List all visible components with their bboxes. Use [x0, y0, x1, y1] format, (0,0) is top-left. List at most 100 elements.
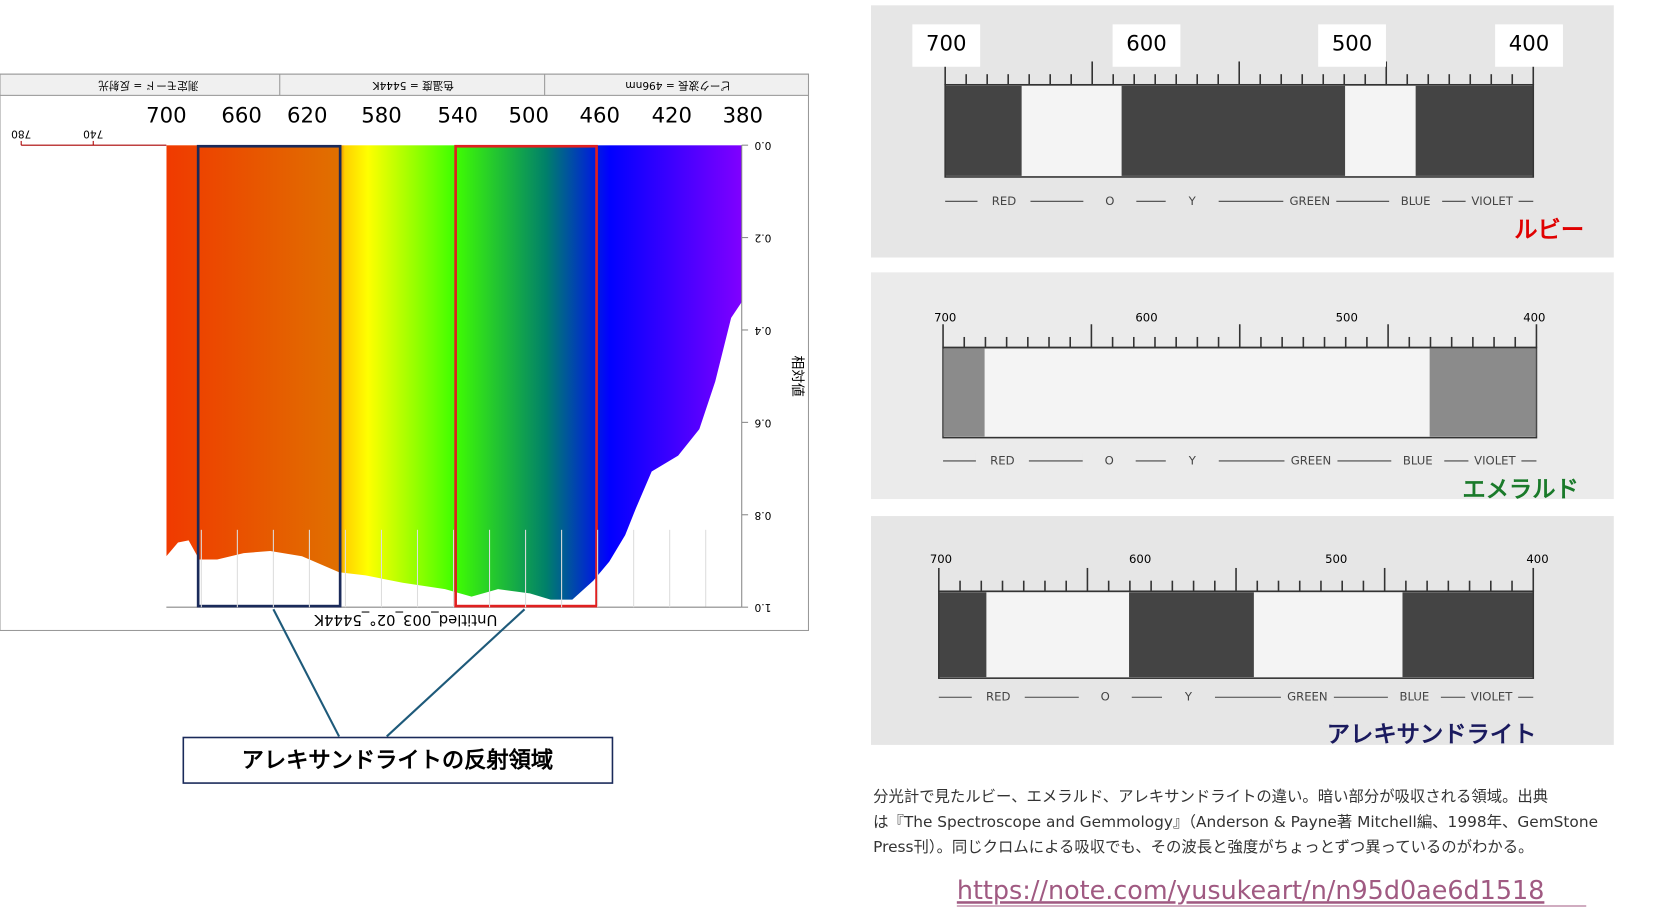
- band-label: BLUE: [1401, 194, 1431, 208]
- band-bg: [1165, 192, 1219, 210]
- connector: [386, 608, 526, 738]
- scale-number: 700: [930, 552, 952, 566]
- axis-tick: 0.8: [755, 509, 772, 521]
- photo: 700 600 500 400 RED O Y GREEN BLUE VIOLET エメラルド: [871, 272, 1614, 503]
- band-bg: [971, 688, 1025, 706]
- scale-number: 600: [1135, 310, 1157, 324]
- absorption: [1429, 348, 1537, 437]
- absorption: [945, 85, 1022, 176]
- band-label: GREEN: [1287, 690, 1328, 704]
- absorption: [943, 348, 985, 437]
- absorption: [1129, 592, 1254, 678]
- number-box: [912, 24, 981, 67]
- scale-number: 600: [1129, 552, 1151, 566]
- band-label: BLUE: [1403, 453, 1433, 467]
- band-label: VIOLET: [1474, 453, 1516, 467]
- axis-tick: 0.4: [754, 324, 771, 336]
- wavelength-label: 660: [221, 103, 261, 128]
- band-label: RED: [992, 194, 1016, 208]
- band-bg: [1283, 192, 1337, 210]
- axis-tick: 0.6: [754, 416, 771, 428]
- band-label: RED: [990, 453, 1014, 467]
- gem-name: エメラルド: [1462, 476, 1578, 503]
- caption: 分光計で見たルビー、エメラルド、アレキサンドライトの違い。暗い部分が吸収される領…: [873, 787, 1548, 805]
- highlight-box: [454, 144, 598, 608]
- absorption: [1121, 85, 1346, 176]
- wavelength-label: 580: [361, 103, 401, 128]
- header-text: ピーク波長 = 496nm: [625, 79, 731, 92]
- wavelength-label: 700: [146, 103, 186, 128]
- scale-number: 400: [1526, 552, 1548, 566]
- scale-number: 500: [1336, 310, 1358, 324]
- band-bg: [1387, 688, 1441, 706]
- wavelength-label: 380: [723, 103, 763, 128]
- band-label: GREEN: [1290, 194, 1331, 208]
- axis-tick: 1.0: [754, 601, 771, 613]
- mirrored-label: 740: [83, 128, 103, 140]
- scale-number: 500: [1332, 31, 1372, 56]
- number-box: [1318, 24, 1386, 67]
- band-bg: [1078, 688, 1132, 706]
- wavelength-label: 540: [438, 103, 478, 128]
- band-bg: [1082, 452, 1136, 470]
- photo: 700 600 500 400 RED O Y GREEN BLUE VIOLET アレキサンドライ…: [871, 516, 1614, 748]
- connector: [272, 608, 341, 737]
- band-bg: [1284, 452, 1338, 470]
- band-bg: [1389, 192, 1443, 210]
- highlight-box: [196, 144, 342, 608]
- band-bg: [975, 452, 1029, 470]
- callout: アレキサンドライトの反射領域: [242, 746, 554, 773]
- header-text: 測定モード = 反射光: [98, 79, 199, 92]
- band-bg: [1165, 452, 1219, 470]
- absorption: [1402, 592, 1534, 678]
- header-bar: [0, 73, 810, 96]
- band-label: Y: [1184, 690, 1193, 704]
- left-chart: アレキサンドライトの反射領域 測定モード = 反射光 色温度 = 5444K ピーク…: [0, 73, 810, 784]
- scale-number: 700: [926, 31, 966, 56]
- axis-label: 相対値: [789, 356, 805, 398]
- number-box: [1495, 24, 1563, 67]
- band-label: BLUE: [1399, 690, 1429, 704]
- band-label: Y: [1188, 453, 1197, 467]
- band-bg: [1468, 452, 1522, 470]
- callout-box: [182, 736, 614, 784]
- scale-number: 700: [934, 310, 956, 324]
- wavelength-label: 620: [287, 103, 327, 128]
- band-label: O: [1105, 194, 1114, 208]
- band-bg: [977, 192, 1031, 210]
- band-bg: [1161, 688, 1215, 706]
- absorption: [938, 592, 987, 678]
- absorption: [1415, 85, 1534, 176]
- band-bg: [1465, 688, 1519, 706]
- scale-number: 600: [1126, 31, 1166, 56]
- header-text: 色温度 = 5444K: [372, 79, 454, 92]
- band-bg: [1391, 452, 1445, 470]
- axis-tick: 0.2: [755, 232, 772, 244]
- band-bg: [1280, 688, 1334, 706]
- url: https://note.com/yusukeart/n/n95d0ae6d15…: [957, 875, 1545, 905]
- gem-name: ルビー: [1514, 217, 1584, 244]
- band-label: Y: [1188, 194, 1197, 208]
- band-label: O: [1101, 690, 1110, 704]
- gem-name: アレキサンドライト: [1327, 721, 1537, 748]
- band-label: VIOLET: [1471, 194, 1513, 208]
- band-label: VIOLET: [1471, 690, 1513, 704]
- band-label: RED: [986, 690, 1010, 704]
- scale-number: 500: [1325, 552, 1347, 566]
- scale-number: 400: [1523, 310, 1545, 324]
- band-label: O: [1105, 453, 1114, 467]
- axis-tick: 0.0: [754, 139, 771, 151]
- band-bg: [1083, 192, 1137, 210]
- band-label: GREEN: [1291, 453, 1332, 467]
- caption: Press刊）。同じクロムによる吸収でも、その波長と強度がちょっとずつ異っている…: [873, 838, 1533, 856]
- wavelength-label: 500: [509, 103, 549, 128]
- caption: は『The Spectroscope and Gemmology』（Anders…: [873, 813, 1598, 831]
- band-bg: [1465, 192, 1519, 210]
- footer: Untitled_003_02°_5444K: [313, 611, 497, 628]
- mirrored-label: 780: [11, 128, 31, 140]
- wavelength-label: 420: [652, 103, 692, 128]
- scale-number: 400: [1509, 31, 1549, 56]
